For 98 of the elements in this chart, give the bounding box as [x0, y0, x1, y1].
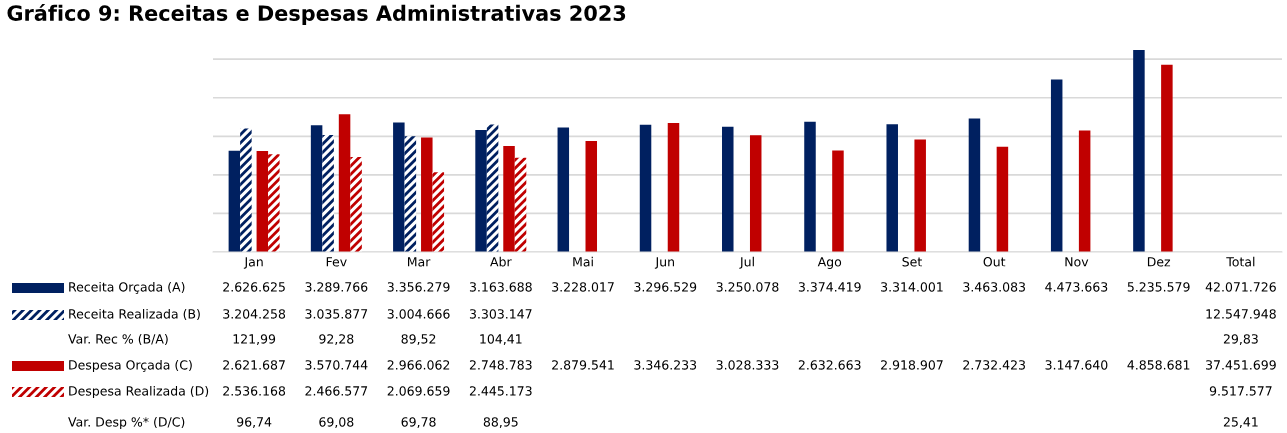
- data-label: 3.356.279: [387, 282, 450, 292]
- x-tick-label: Out: [983, 257, 1006, 267]
- data-label: 3.035.877: [305, 309, 368, 319]
- bar: [832, 150, 844, 252]
- bar: [240, 128, 252, 252]
- bar: [886, 124, 898, 252]
- x-tick-label: Set: [902, 257, 922, 267]
- data-label: 3.570.744: [305, 360, 368, 370]
- text: 12.547.948: [1206, 309, 1276, 319]
- bar: [1161, 64, 1173, 252]
- text: Var. Rec % (B/A): [68, 333, 168, 346]
- data-label: 2.536.168: [223, 386, 286, 396]
- data-label: 3.296.529: [634, 282, 697, 292]
- data-label: 2.918.907: [881, 360, 943, 370]
- text: 104,41: [480, 334, 522, 345]
- bar: [749, 135, 762, 252]
- bar: [557, 127, 570, 252]
- data-label: 3.250.078: [716, 282, 779, 292]
- data-label: 3.346.233: [634, 360, 697, 370]
- text: 69,78: [401, 417, 436, 428]
- data-label: 3.303.147: [469, 309, 532, 319]
- data-label: 2.069.659: [387, 386, 450, 396]
- bar: [310, 125, 323, 252]
- text: 121,99: [233, 334, 276, 345]
- bar: [256, 150, 269, 252]
- bar: [667, 122, 680, 252]
- x-tick-label: Total: [1226, 256, 1255, 267]
- data-label: 4.473.663: [1045, 282, 1108, 292]
- data-label: 2.632.663: [798, 360, 861, 370]
- data-label: 3.163.688: [469, 282, 532, 292]
- data-label: 3.463.083: [963, 282, 1025, 292]
- x-tick-label: Jul: [739, 256, 754, 269]
- x-tick-label: Mar: [408, 257, 431, 267]
- data-label: 2.879.541: [552, 360, 614, 370]
- data-label: 3.289.766: [305, 282, 368, 292]
- text: 25,41: [1223, 417, 1258, 428]
- bar: [1078, 130, 1091, 252]
- text: 69,08: [319, 417, 354, 428]
- bar: [996, 146, 1009, 252]
- bar: [432, 172, 445, 252]
- data-label: 3.314.001: [881, 282, 943, 292]
- text: 29,83: [1223, 334, 1258, 345]
- bar: [1133, 50, 1145, 252]
- bar: [503, 146, 515, 252]
- data-label: 2.621.687: [223, 360, 285, 370]
- data-label: 5.235.579: [1127, 282, 1190, 292]
- bar: [1050, 79, 1063, 252]
- bar: [722, 126, 734, 252]
- x-tick-label: Jun: [654, 257, 674, 269]
- bar: [475, 130, 487, 252]
- data-label: 2.626.625: [223, 282, 285, 292]
- data-label: 3.228.017: [552, 282, 614, 292]
- bar: [228, 150, 241, 252]
- x-tick-label: Abr: [490, 256, 512, 267]
- text: 9.517.577: [1209, 386, 1272, 396]
- text: 37.451.699: [1206, 360, 1276, 370]
- legend-label: Receita Orçada (A): [69, 281, 185, 294]
- x-tick-label: Jan: [243, 257, 263, 269]
- legend-label: Despesa Orçada (C): [69, 359, 192, 373]
- bar: [804, 121, 816, 252]
- bar: [322, 134, 334, 252]
- data-label: 3.004.666: [387, 309, 450, 319]
- bar: [404, 136, 417, 252]
- bar: [585, 140, 598, 252]
- text: 88,95: [483, 417, 518, 428]
- bar: [968, 118, 981, 252]
- chart-title: Gráfico 9: Receitas e Despesas Administrativas 2023: [7, 4, 626, 25]
- text: Var. Desp %* (D/C): [68, 416, 185, 430]
- x-tick-label: Fev: [326, 257, 347, 267]
- data-label: 2.466.577: [305, 386, 368, 396]
- data-label: 2.732.423: [963, 360, 1025, 370]
- data-label: 3.374.419: [798, 282, 861, 292]
- data-label: 4.858.681: [1127, 360, 1190, 370]
- data-label: 2.445.173: [469, 386, 532, 396]
- text: 89,52: [401, 334, 436, 345]
- data-label: 2.748.783: [469, 360, 532, 370]
- data-label: 3.028.333: [716, 360, 779, 370]
- bar: [338, 114, 351, 252]
- bar: [421, 137, 433, 252]
- text: 42.071.726: [1205, 282, 1276, 292]
- bar: [350, 156, 362, 252]
- x-tick-label: Dez: [1147, 257, 1171, 267]
- bar: [393, 122, 405, 252]
- bar: [268, 154, 280, 252]
- bar: [639, 124, 652, 252]
- legend-label: Receita Realizada (B): [69, 308, 200, 321]
- x-tick-label: Nov: [1065, 257, 1089, 267]
- legend-label: Despesa Realizada (D): [69, 385, 209, 399]
- x-tick-label: Mai: [573, 256, 593, 267]
- bar: [514, 157, 527, 252]
- data-label: 2.966.062: [387, 360, 450, 370]
- bar: [486, 124, 499, 252]
- text: 92,28: [319, 334, 354, 345]
- bar: [914, 139, 926, 252]
- x-tick-label: Ago: [817, 257, 842, 269]
- data-label: 3.147.640: [1045, 360, 1108, 370]
- text: 96,74: [237, 417, 272, 428]
- data-label: 3.204.258: [223, 309, 286, 319]
